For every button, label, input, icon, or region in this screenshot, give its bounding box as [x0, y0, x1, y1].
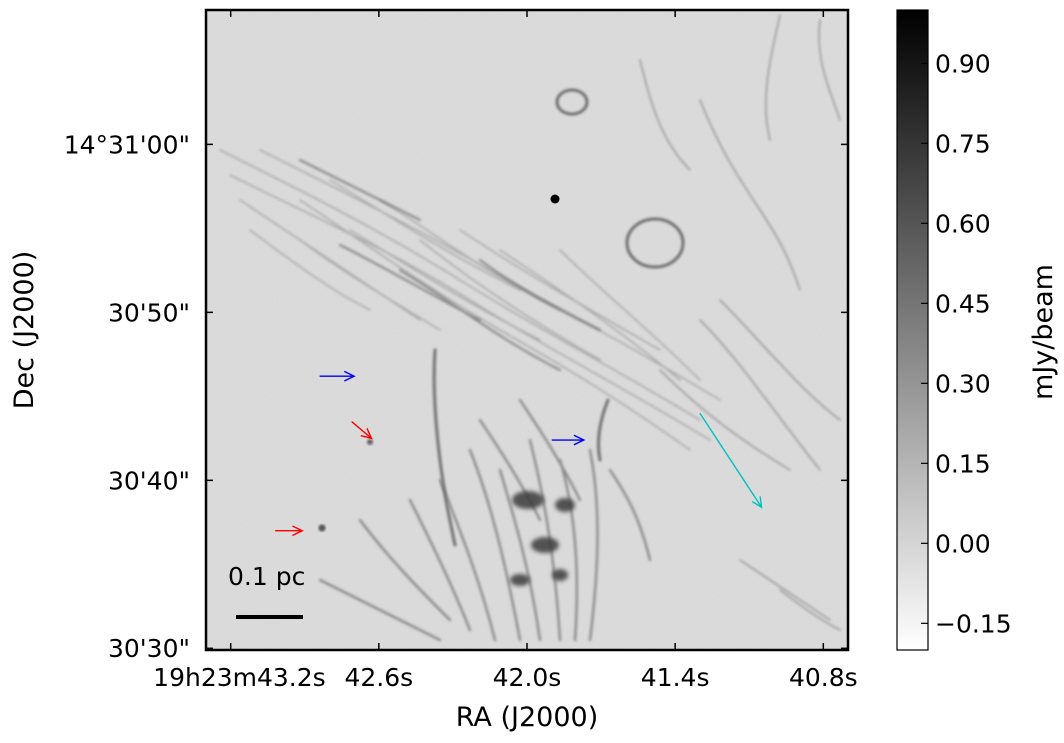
arrow-head [343, 370, 356, 382]
colorbar-ticks: 0.90 0.75 0.60 0.45 0.30 0.15 0.00 −0.15 [921, 49, 1012, 638]
x-tick-label: 42.0s [493, 663, 562, 692]
arrow-shaft [351, 421, 372, 439]
colorbar-tick-label: 0.90 [935, 49, 991, 78]
colorbar-gradient [896, 9, 929, 651]
colorbar: 0.90 0.75 0.60 0.45 0.30 0.15 0.00 −0.15 mJy/be… [896, 9, 1059, 651]
colorbar-tick-label: 0.30 [935, 369, 991, 398]
image-panel: 0.1 pc [206, 10, 848, 650]
core-2 [318, 524, 326, 532]
colorbar-tick-label: −0.15 [935, 609, 1012, 638]
filament-emission [219, 14, 841, 642]
annotation-arrow [319, 370, 356, 382]
colorbar-tick-label: 0.75 [935, 129, 991, 158]
arrow-head [292, 525, 304, 537]
x-tick-label: 41.4s [641, 663, 710, 692]
x-tick-label: 42.6s [344, 663, 413, 692]
x-axis-label: RA (J2000) [456, 702, 598, 733]
x-tick-label: 19h23m43.2s [153, 663, 326, 692]
arrow-head [360, 428, 373, 440]
core-1 [367, 439, 373, 445]
annotation-arrows [275, 370, 763, 537]
scale-bar: 0.1 pc [228, 562, 305, 619]
arrow-head [751, 496, 763, 509]
y-axis-ticks: 14°31'00" 30'50" 30'40" 30'30" [64, 130, 848, 663]
colorbar-tick-label: 0.45 [935, 289, 991, 318]
y-tick-label: 30'30" [108, 634, 190, 663]
arrow-shaft [699, 412, 763, 508]
colorbar-tick-label: 0.15 [935, 449, 991, 478]
y-tick-label: 30'40" [108, 466, 190, 495]
colorbar-tick-label: 0.00 [935, 529, 991, 558]
x-axis-ticks: 19h23m43.2s 42.6s 42.0s 41.4s 40.8s [153, 10, 858, 692]
annotation-arrow [699, 412, 763, 509]
colorbar-tick-label: 0.60 [935, 209, 991, 238]
annotation-arrow [351, 421, 373, 440]
scale-bar-label: 0.1 pc [228, 562, 305, 591]
colorbar-label: mJy/beam [1028, 264, 1059, 400]
y-tick-label: 30'50" [108, 298, 190, 327]
arrow-head [573, 434, 586, 446]
y-axis-label: Dec (J2000) [9, 251, 40, 410]
y-tick-label: 14°31'00" [64, 130, 190, 159]
image-noise [206, 10, 848, 650]
annotation-arrow [275, 525, 304, 537]
annotation-arrow [551, 434, 586, 446]
point-source [550, 194, 560, 204]
x-tick-label: 40.8s [789, 663, 858, 692]
